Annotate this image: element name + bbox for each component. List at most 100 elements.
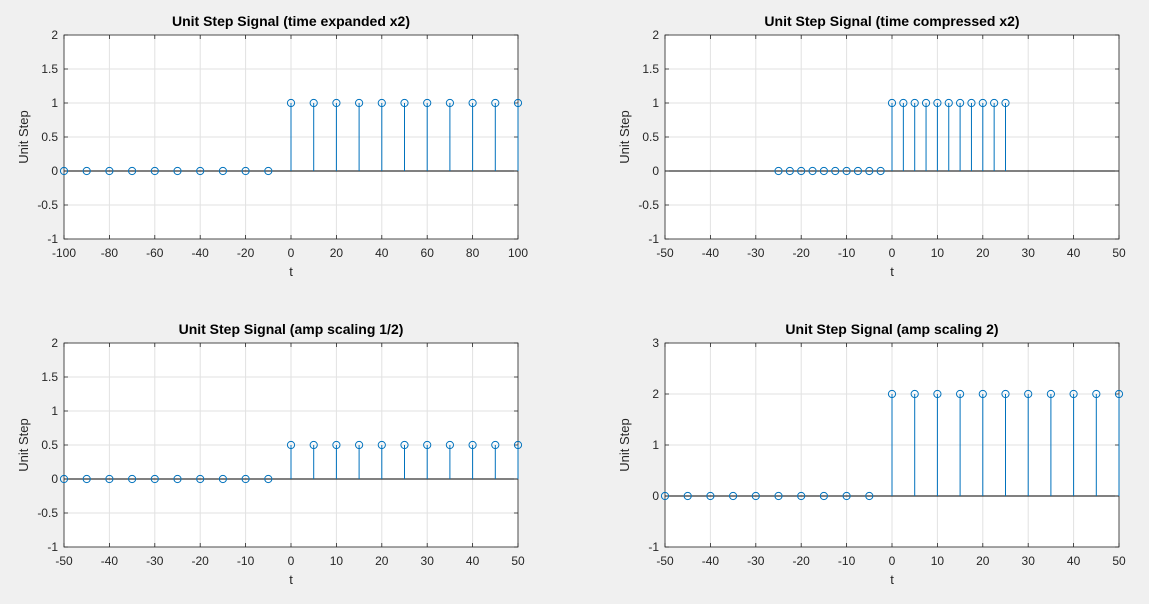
subplot-3: -50 -40 -30 -20 -10 0 10 20 30 40 50 -1 -0.5 0 0.5 1 1.5… — [16, 321, 525, 587]
stem-marker — [774, 491, 783, 501]
stem-marker — [1001, 389, 1010, 399]
stem-marker — [241, 474, 250, 484]
x-tick-label: -20 — [192, 554, 210, 568]
stem-marker — [887, 98, 897, 108]
stem-marker — [173, 166, 182, 176]
stem-marker — [128, 474, 137, 484]
x-axis-label: t — [890, 572, 894, 587]
stem-marker — [956, 98, 965, 108]
y-tick-label: -0.5 — [638, 198, 659, 212]
y-axis-label: Unit Step — [16, 110, 31, 163]
y-tick-label: 1 — [51, 404, 58, 418]
x-tick-label: -60 — [146, 246, 164, 260]
stem-marker — [819, 491, 829, 501]
stem-marker — [1092, 389, 1101, 399]
y-tick-label: -1 — [47, 540, 58, 554]
stem-marker — [774, 166, 783, 176]
stem-marker — [785, 166, 794, 176]
chart-title: Unit Step Signal (amp scaling 2) — [785, 321, 998, 337]
stem-marker — [82, 474, 91, 484]
x-tick-label: -40 — [702, 554, 720, 568]
stem-marker — [978, 98, 987, 108]
stem-marker — [196, 474, 205, 484]
stem-marker — [797, 166, 806, 176]
x-tick-label: 40 — [466, 554, 480, 568]
stem-marker — [751, 491, 760, 501]
stem-marker — [706, 491, 715, 501]
stem-marker — [309, 440, 318, 450]
stem-marker — [978, 389, 987, 399]
y-axis-label: Unit Step — [16, 418, 31, 471]
stem-marker — [128, 166, 137, 176]
y-tick-label: 1 — [51, 96, 58, 110]
x-tick-label: 20 — [330, 246, 344, 260]
stem-marker — [264, 474, 273, 484]
stem-marker — [660, 491, 670, 501]
x-tick-label: 50 — [1112, 246, 1126, 260]
stem-marker — [513, 440, 523, 450]
stem-marker — [491, 440, 500, 450]
stem-marker — [956, 389, 965, 399]
stem-marker — [445, 440, 454, 450]
x-tick-label: 0 — [288, 246, 295, 260]
stem-marker — [729, 491, 738, 501]
x-tick-label: 80 — [466, 246, 480, 260]
stem-marker — [445, 98, 454, 108]
y-tick-label: -1 — [648, 232, 659, 246]
stem-marker — [1069, 389, 1078, 399]
stem-marker — [491, 98, 500, 108]
stem-marker — [1001, 98, 1010, 108]
x-tick-label: 0 — [288, 554, 295, 568]
stem-marker — [967, 98, 976, 108]
stem-marker — [82, 166, 91, 176]
stem-marker — [286, 440, 296, 450]
x-tick-label: 40 — [1067, 246, 1081, 260]
x-tick-label: 10 — [931, 246, 945, 260]
y-tick-label: 1 — [652, 438, 659, 452]
chart-title: Unit Step Signal (time compressed x2) — [764, 13, 1019, 29]
stem-marker — [1114, 389, 1124, 399]
y-tick-label: -0.5 — [37, 198, 58, 212]
x-tick-label: -50 — [55, 554, 73, 568]
x-axis-label: t — [289, 572, 293, 587]
x-tick-label: 10 — [931, 554, 945, 568]
stem-marker — [990, 98, 999, 108]
x-tick-label: 0 — [889, 554, 896, 568]
x-tick-label: 60 — [421, 246, 435, 260]
x-tick-label: -40 — [101, 554, 119, 568]
stem-marker — [933, 98, 942, 108]
stem-marker — [264, 166, 273, 176]
stem-marker — [468, 98, 477, 108]
stem-marker — [865, 491, 874, 501]
stem-marker — [808, 166, 817, 176]
chart-title: Unit Step Signal (time expanded x2) — [172, 13, 410, 29]
subplot-1: -100 -80 -60 -40 -20 0 20 40 60 80 100 -1 -0.5 0 0.5 1 1… — [16, 13, 528, 279]
subplot-2: -50 -40 -30 -20 -10 0 10 20 30 40 50 -1 -0.5 0 0.5 1 1.5… — [617, 13, 1126, 279]
stem-marker — [173, 474, 182, 484]
stem-marker — [1024, 389, 1033, 399]
stem-marker — [150, 474, 159, 484]
x-tick-label: -10 — [237, 554, 255, 568]
stem-marker — [899, 98, 908, 108]
x-tick-label: -30 — [747, 554, 765, 568]
x-tick-label: -40 — [702, 246, 720, 260]
stem-marker — [831, 166, 840, 176]
stem-marker — [468, 440, 477, 450]
x-tick-label: -100 — [52, 246, 76, 260]
stem-marker — [196, 166, 205, 176]
x-tick-label: 30 — [1022, 246, 1036, 260]
stem-marker — [513, 98, 523, 108]
x-tick-label: -50 — [656, 246, 674, 260]
stem-marker — [105, 474, 114, 484]
stem-marker — [377, 440, 386, 450]
y-tick-label: 1.5 — [41, 62, 58, 76]
y-tick-label: 1.5 — [642, 62, 659, 76]
stem-marker — [423, 98, 432, 108]
x-tick-label: -10 — [838, 246, 856, 260]
stem-marker — [286, 98, 296, 108]
x-tick-label: -20 — [793, 554, 811, 568]
stem-marker — [400, 440, 409, 450]
stem-marker — [865, 166, 874, 176]
